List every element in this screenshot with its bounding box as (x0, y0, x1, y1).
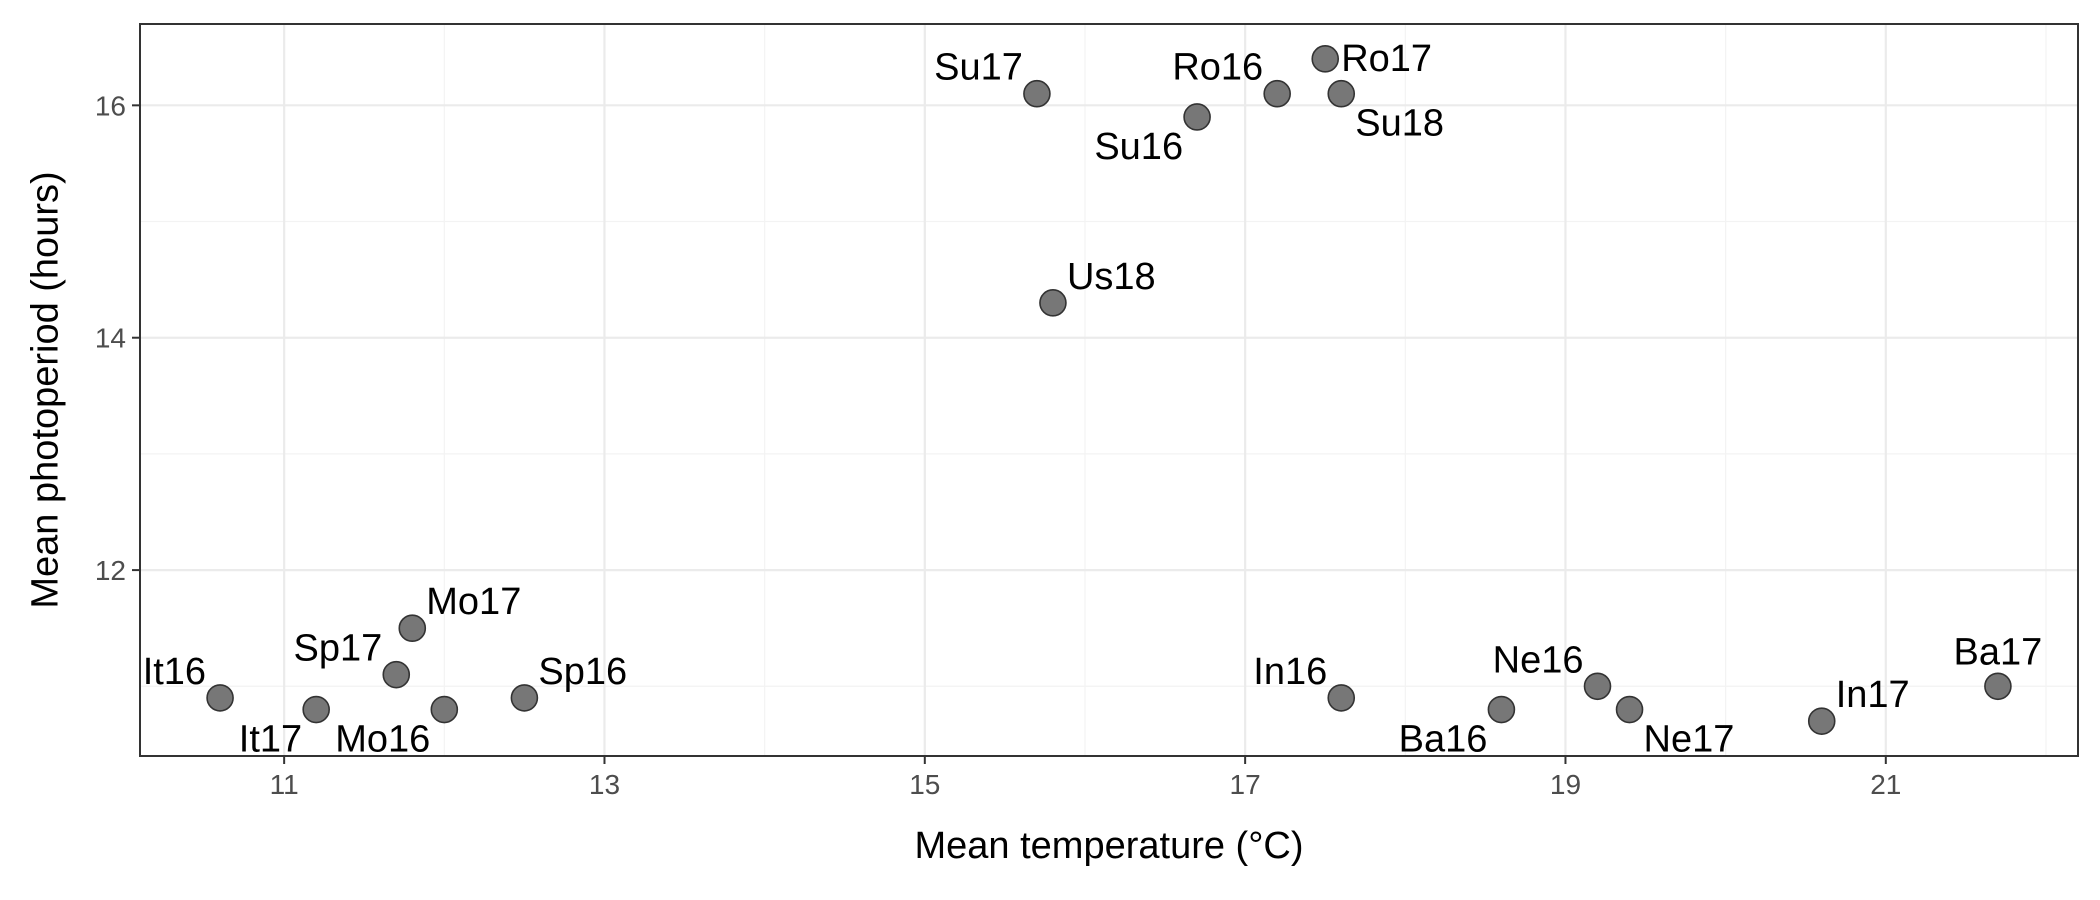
data-point-in17 (1807, 707, 1836, 735)
x-tick-label: 13 (589, 769, 620, 800)
point-label-ne16: Ne16 (1493, 639, 1584, 681)
point-label-it17: It17 (239, 719, 302, 761)
point-label-mo17: Mo17 (426, 581, 521, 623)
data-point-it17 (302, 695, 330, 724)
y-tick-label: 16 (95, 90, 126, 121)
point-label-ro17: Ro17 (1341, 38, 1432, 80)
data-point-ro17 (1311, 45, 1340, 73)
data-point-ro16 (1263, 79, 1291, 108)
data-point-ba17 (1984, 672, 2012, 701)
x-tick-label: 11 (270, 769, 299, 800)
data-point-mo17 (398, 614, 427, 642)
point-label-mo16: Mo16 (335, 719, 430, 761)
data-point-in16 (1327, 684, 1356, 712)
data-point-ne16 (1583, 672, 1612, 701)
major-gridlines (140, 24, 2078, 756)
y-axis-title: Mean photoperiod (hours) (24, 171, 66, 608)
data-point-sp16 (510, 684, 539, 712)
point-label-su18: Su18 (1355, 103, 1444, 145)
data-points (206, 45, 2012, 735)
point-label-it16: It16 (143, 651, 206, 693)
x-tick-label: 21 (1870, 769, 1901, 800)
y-tick-label: 12 (95, 555, 126, 586)
data-point-mo16 (430, 695, 459, 724)
data-point-ba16 (1487, 695, 1516, 724)
data-point-ne17 (1615, 695, 1644, 724)
point-label-ba16: Ba16 (1399, 719, 1488, 761)
point-label-su17: Su17 (934, 47, 1023, 89)
data-point-su16 (1183, 103, 1211, 131)
plot-panel-border (139, 23, 2079, 757)
data-point-us18 (1039, 289, 1067, 317)
point-label-in17: In17 (1836, 674, 1910, 716)
axis-tick-labels: 11 13 15 17 19 21 12 14 16 (95, 90, 1902, 800)
x-tick-label: 15 (909, 769, 940, 800)
x-axis-title: Mean temperature (°C) (915, 825, 1304, 867)
axis-ticks (132, 104, 1887, 764)
point-label-ba17: Ba17 (1954, 631, 2043, 673)
minor-gridlines (140, 24, 2078, 756)
point-label-sp17: Sp17 (294, 628, 383, 670)
point-labels: It16 It17 Sp17 Mo17 Mo16 Sp16 Su17 Us18 Su16 Ro16… (143, 38, 2043, 761)
data-point-su18 (1327, 79, 1356, 108)
y-tick-label: 14 (95, 323, 126, 354)
point-label-sp16: Sp16 (538, 651, 627, 693)
data-point-su17 (1023, 79, 1051, 108)
data-point-it16 (206, 684, 234, 712)
point-label-su16: Su16 (1094, 126, 1183, 168)
point-label-in16: In16 (1253, 651, 1327, 693)
point-label-ro16: Ro16 (1172, 47, 1263, 89)
point-label-us18: Us18 (1067, 256, 1156, 298)
x-tick-label: 19 (1550, 769, 1581, 800)
point-label-ne17: Ne17 (1644, 719, 1735, 761)
x-tick-label: 17 (1230, 769, 1261, 800)
data-point-sp17 (382, 660, 411, 689)
